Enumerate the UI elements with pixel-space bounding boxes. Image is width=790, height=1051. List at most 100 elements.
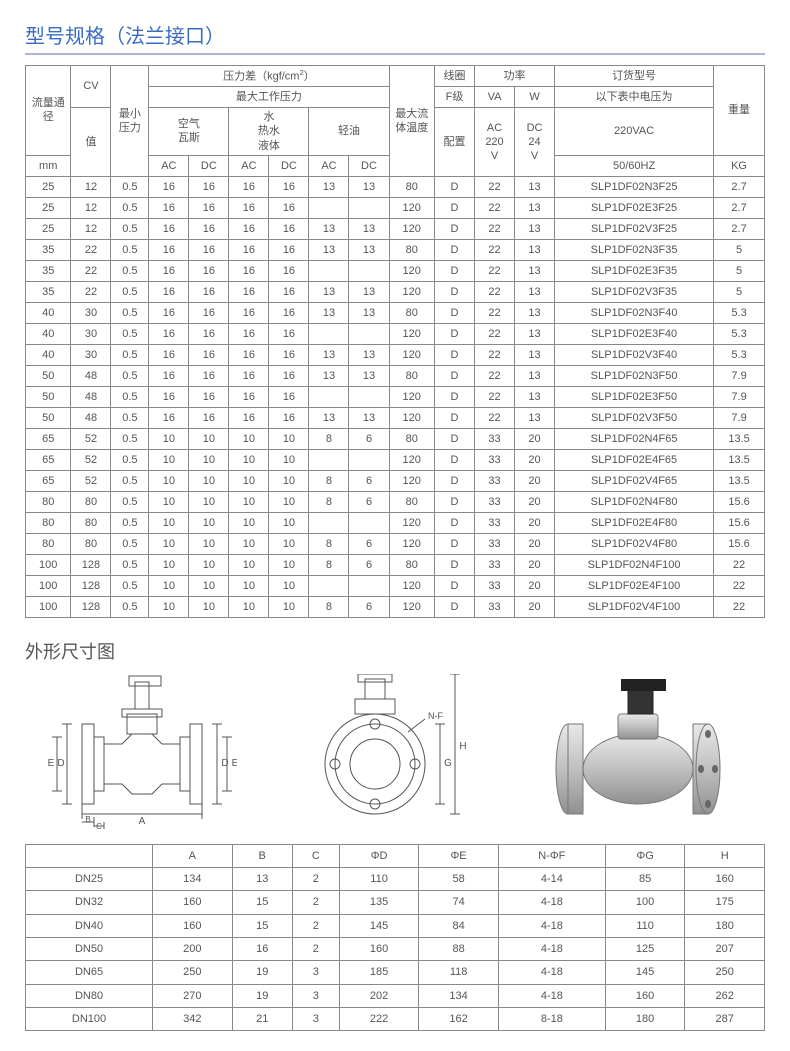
table-cell: 10 bbox=[189, 491, 229, 512]
table-cell bbox=[309, 197, 349, 218]
table-cell: 35 bbox=[26, 281, 71, 302]
table-cell: 50 bbox=[26, 386, 71, 407]
table-cell: 262 bbox=[685, 984, 765, 1007]
table-cell: 10 bbox=[189, 554, 229, 575]
table-cell: 16 bbox=[189, 176, 229, 197]
table-cell: 22 bbox=[474, 407, 514, 428]
table-cell: 80 bbox=[389, 302, 434, 323]
table-cell: 145 bbox=[339, 914, 419, 937]
table-cell: 2 bbox=[292, 938, 339, 961]
table-cell: 10 bbox=[269, 596, 309, 617]
table-cell bbox=[349, 449, 389, 470]
table-cell: 4-18 bbox=[498, 914, 605, 937]
table-cell: DN50 bbox=[26, 938, 153, 961]
table-cell: 134 bbox=[153, 868, 233, 891]
table-cell: 16 bbox=[229, 239, 269, 260]
dim-header-cell: ΦD bbox=[339, 844, 419, 867]
table-row: 40300.5161616161313120D2213SLP1DF02V3F40… bbox=[26, 344, 765, 365]
svg-text:E: E bbox=[47, 758, 54, 769]
table-cell: 16 bbox=[189, 218, 229, 239]
table-cell: 16 bbox=[229, 218, 269, 239]
table-cell: 13 bbox=[515, 239, 555, 260]
table-row: 50480.516161616131380D2213SLP1DF02N3F507… bbox=[26, 365, 765, 386]
table-cell: 10 bbox=[269, 554, 309, 575]
table-cell: DN65 bbox=[26, 961, 153, 984]
table-cell: 250 bbox=[685, 961, 765, 984]
table-cell: 15.6 bbox=[714, 533, 765, 554]
table-cell: 80 bbox=[389, 428, 434, 449]
table-cell: 25 bbox=[26, 176, 71, 197]
table-cell: 16 bbox=[229, 407, 269, 428]
table-cell: 16 bbox=[269, 302, 309, 323]
table-cell: 128 bbox=[71, 575, 111, 596]
h-cv: CV bbox=[71, 66, 111, 108]
table-cell: 0.5 bbox=[111, 323, 149, 344]
table-cell: 22 bbox=[714, 554, 765, 575]
table-cell: 16 bbox=[149, 239, 189, 260]
table-cell: 4-18 bbox=[498, 891, 605, 914]
table-row: DN32160152135744-18100175 bbox=[26, 891, 765, 914]
table-cell: 2.7 bbox=[714, 218, 765, 239]
svg-text:D: D bbox=[57, 758, 64, 769]
h-va: VA bbox=[474, 87, 514, 108]
table-row: 80800.510101010120D3320SLP1DF02E4F8015.6 bbox=[26, 512, 765, 533]
table-row: 50480.516161616120D2213SLP1DF02E3F507.9 bbox=[26, 386, 765, 407]
h-ac2: AC bbox=[229, 155, 269, 176]
svg-text:B: B bbox=[85, 815, 90, 824]
table-cell: 3 bbox=[292, 961, 339, 984]
h-flow: 流量通径 bbox=[26, 66, 71, 156]
table-cell: 120 bbox=[389, 533, 434, 554]
table-cell: 120 bbox=[389, 281, 434, 302]
table-cell: 0.5 bbox=[111, 596, 149, 617]
table-cell: 10 bbox=[229, 575, 269, 596]
table-cell: 16 bbox=[269, 281, 309, 302]
table-cell: 10 bbox=[229, 512, 269, 533]
table-row: DN652501931851184-18145250 bbox=[26, 961, 765, 984]
table-cell: 10 bbox=[149, 428, 189, 449]
table-cell: 0.5 bbox=[111, 386, 149, 407]
table-cell: 16 bbox=[269, 323, 309, 344]
table-cell: D bbox=[434, 344, 474, 365]
table-cell: 35 bbox=[26, 260, 71, 281]
table-cell: 10 bbox=[149, 470, 189, 491]
table-cell: 13 bbox=[515, 176, 555, 197]
table-cell: 13 bbox=[309, 281, 349, 302]
table-cell: SLP1DF02E4F80 bbox=[555, 512, 714, 533]
table-cell: 10 bbox=[189, 512, 229, 533]
table-cell: 65 bbox=[26, 449, 71, 470]
h-power: 功率 bbox=[474, 66, 554, 87]
table-cell: 52 bbox=[71, 449, 111, 470]
table-cell: 120 bbox=[389, 218, 434, 239]
h-w: W bbox=[515, 87, 555, 108]
h-coil: 线圈 bbox=[434, 66, 474, 87]
h-weightunit: KG bbox=[714, 155, 765, 176]
table-cell: D bbox=[434, 386, 474, 407]
table-cell: 16 bbox=[189, 386, 229, 407]
table-cell: SLP1DF02E3F40 bbox=[555, 323, 714, 344]
table-cell: 100 bbox=[26, 554, 71, 575]
table-cell: 0.5 bbox=[111, 449, 149, 470]
table-cell: 128 bbox=[71, 554, 111, 575]
table-cell: SLP1DF02V3F35 bbox=[555, 281, 714, 302]
table-cell: 270 bbox=[153, 984, 233, 1007]
table-cell: 16 bbox=[149, 302, 189, 323]
table-cell: 0.5 bbox=[111, 365, 149, 386]
table-cell: D bbox=[434, 575, 474, 596]
table-cell: 8 bbox=[309, 491, 349, 512]
table-cell: 4-18 bbox=[498, 938, 605, 961]
dim-header-cell: C bbox=[292, 844, 339, 867]
dim-header-cell: H bbox=[685, 844, 765, 867]
table-cell: 128 bbox=[71, 596, 111, 617]
table-cell: 0.5 bbox=[111, 281, 149, 302]
table-cell bbox=[349, 575, 389, 596]
table-cell: 22 bbox=[474, 386, 514, 407]
table-cell: 6 bbox=[349, 470, 389, 491]
table-row: 25120.5161616161313120D2213SLP1DF02V3F25… bbox=[26, 218, 765, 239]
table-cell: 16 bbox=[189, 365, 229, 386]
table-cell: 13.5 bbox=[714, 449, 765, 470]
table-cell: 58 bbox=[419, 868, 499, 891]
table-cell: 2.7 bbox=[714, 176, 765, 197]
table-row: 25120.516161616120D2213SLP1DF02E3F252.7 bbox=[26, 197, 765, 218]
h-minp: 最小压力 bbox=[111, 66, 149, 177]
table-cell: 80 bbox=[71, 512, 111, 533]
